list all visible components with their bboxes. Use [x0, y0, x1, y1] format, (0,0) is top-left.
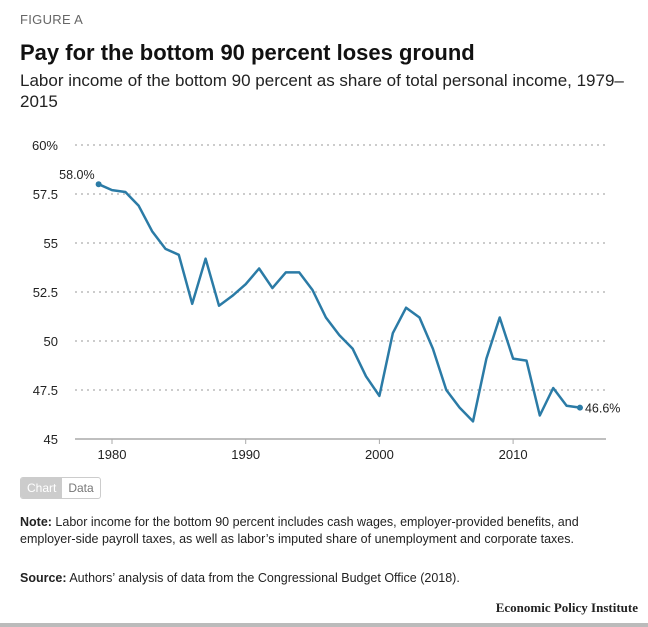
x-tick-label: 2010	[499, 447, 528, 462]
data-line	[98, 183, 581, 423]
y-tick-label: 50	[44, 334, 58, 349]
note-text: Labor income for the bottom 90 percent i…	[20, 515, 579, 546]
chart-title: Pay for the bottom 90 percent loses grou…	[20, 40, 475, 65]
source-text: Authors’ analysis of data from the Congr…	[66, 571, 460, 585]
chart-tab[interactable]: Chart	[21, 478, 63, 498]
start-value-label: 58.0%	[59, 168, 94, 182]
view-toggle: Chart Data	[20, 477, 101, 499]
y-tick-label: 57.5	[33, 187, 58, 202]
x-tick-label: 2000	[365, 447, 394, 462]
y-tick-label: 52.5	[33, 285, 58, 300]
data-point	[95, 181, 102, 188]
y-tick-label: 60%	[32, 138, 58, 153]
end-value-label: 46.6%	[585, 402, 620, 416]
brand-logo: Economic Policy Institute	[495, 600, 638, 615]
x-tick-label: 1980	[98, 447, 127, 462]
source: Source: Authors’ analysis of data from t…	[20, 571, 460, 585]
note: Note: Labor income for the bottom 90 per…	[20, 514, 635, 548]
chart-subtitle: Labor income of the bottom 90 percent as…	[20, 71, 624, 111]
x-tick-label: 1990	[231, 447, 260, 462]
data-point	[576, 404, 583, 411]
bottom-bar	[0, 623, 648, 627]
figure-label: FIGURE A	[20, 12, 84, 27]
line-chart: 60% 57.5 55 52.5 50 47.5 45 1980 1990 2000 2010 58.…	[32, 138, 620, 462]
y-tick-label: 55	[44, 236, 58, 251]
data-tab[interactable]: Data	[68, 481, 94, 495]
y-tick-label: 47.5	[33, 383, 58, 398]
note-label: Note:	[20, 515, 52, 529]
source-label: Source:	[20, 571, 67, 585]
y-tick-label: 45	[44, 432, 58, 447]
